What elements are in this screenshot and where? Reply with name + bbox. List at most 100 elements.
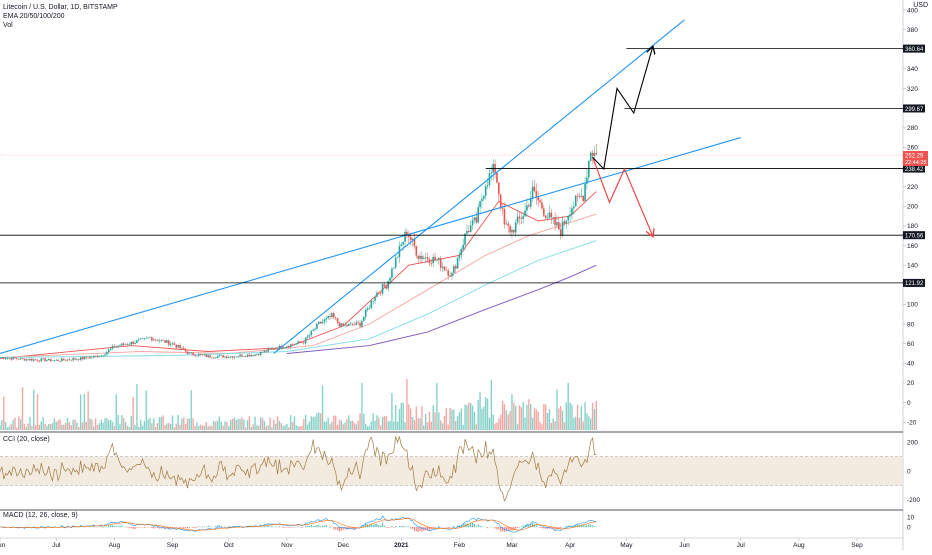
volume-bar bbox=[206, 422, 207, 430]
candle bbox=[584, 184, 586, 201]
volume-bar bbox=[329, 424, 330, 430]
time-tick-label: May bbox=[620, 542, 633, 549]
candle bbox=[273, 349, 275, 350]
volume-bar bbox=[314, 417, 315, 431]
volume-bar bbox=[230, 420, 231, 430]
macd-histogram-bar bbox=[125, 527, 126, 528]
volume-bar bbox=[22, 387, 23, 430]
volume-bar bbox=[93, 427, 94, 430]
candle bbox=[522, 216, 524, 219]
candle bbox=[87, 358, 89, 359]
volume-bar bbox=[521, 407, 522, 430]
candle bbox=[588, 161, 590, 178]
volume-bar bbox=[416, 407, 417, 430]
volume-bar bbox=[537, 412, 538, 430]
candle bbox=[140, 339, 142, 340]
candle bbox=[410, 237, 412, 240]
volume-bar bbox=[318, 412, 319, 430]
macd-histogram-bar bbox=[472, 523, 473, 527]
candle bbox=[39, 361, 41, 362]
volume-bar bbox=[502, 401, 503, 430]
time-tick-label: Apr bbox=[565, 542, 576, 549]
candle bbox=[104, 354, 106, 355]
candle bbox=[355, 322, 357, 325]
candle bbox=[117, 346, 119, 347]
time-tick-label: Nov bbox=[281, 542, 293, 549]
candle bbox=[192, 352, 194, 354]
volume-bar bbox=[213, 421, 214, 430]
time-tick-label: Sep bbox=[167, 542, 179, 549]
volume-bar bbox=[399, 409, 400, 430]
volume-bar bbox=[7, 428, 8, 430]
candle bbox=[230, 356, 232, 357]
ema-legend: EMA 20/50/100/200 bbox=[3, 12, 118, 21]
macd-histogram-bar bbox=[324, 525, 325, 527]
volume-bar bbox=[432, 405, 433, 430]
candle bbox=[417, 256, 419, 259]
candle bbox=[213, 358, 215, 359]
volume-bar bbox=[483, 407, 484, 430]
volume-bar bbox=[312, 417, 313, 430]
candle bbox=[52, 360, 54, 361]
price-tick-label: 320 bbox=[907, 86, 918, 93]
volume-bar bbox=[406, 379, 407, 430]
time-tick-label: Jul bbox=[737, 542, 746, 549]
lower-channel-trendline bbox=[0, 138, 741, 354]
candle bbox=[16, 358, 18, 359]
volume-bar bbox=[498, 418, 499, 430]
volume-bar bbox=[372, 413, 373, 430]
volume-bar bbox=[267, 425, 268, 430]
candle bbox=[151, 338, 153, 341]
volume-bar bbox=[479, 392, 480, 430]
macd-histogram-bar bbox=[196, 527, 197, 528]
symbol-title: Litecoin / U.S. Dollar, 1D, BITSTAMP bbox=[3, 3, 118, 12]
candle bbox=[470, 225, 472, 232]
macd-histogram-bar bbox=[449, 527, 450, 528]
volume-bar bbox=[436, 383, 437, 430]
volume-bar bbox=[324, 422, 325, 430]
level-tag-label: 299.67 bbox=[905, 107, 924, 113]
candle bbox=[110, 349, 112, 350]
time-tick-label: Dec bbox=[337, 542, 349, 549]
candle bbox=[371, 301, 373, 308]
candle bbox=[190, 352, 192, 353]
candle bbox=[33, 359, 35, 360]
volume-bar bbox=[389, 421, 390, 430]
macd-histogram-bar bbox=[198, 526, 199, 527]
candle bbox=[260, 352, 262, 355]
macd-histogram-bar bbox=[194, 527, 195, 528]
macd-histogram-bar bbox=[474, 524, 475, 527]
volume-bar bbox=[462, 425, 463, 430]
macd-histogram-bar bbox=[337, 527, 338, 530]
candle bbox=[264, 351, 266, 353]
candle bbox=[3, 357, 5, 359]
volume-bar bbox=[464, 404, 465, 430]
volume-bar bbox=[384, 416, 385, 430]
volume-bar bbox=[339, 420, 340, 430]
volume-bar bbox=[179, 425, 180, 430]
macd-histogram-bar bbox=[335, 527, 336, 529]
volume-bar bbox=[507, 414, 508, 430]
macd-histogram-bar bbox=[494, 527, 495, 529]
macd-histogram-bar bbox=[157, 527, 158, 528]
cci-tick-label: 200 bbox=[907, 440, 918, 447]
level-tag-label: 170.56 bbox=[905, 233, 924, 239]
macd-histogram-bar bbox=[584, 525, 585, 527]
candle bbox=[61, 358, 63, 361]
time-tick-label: Sep bbox=[851, 542, 863, 549]
volume-bar bbox=[74, 419, 75, 430]
volume-bar bbox=[378, 418, 379, 431]
candle bbox=[558, 222, 560, 229]
macd-histogram-bar bbox=[185, 527, 186, 528]
volume-bar bbox=[571, 405, 572, 430]
volume-bar bbox=[417, 418, 418, 430]
volume-bar bbox=[395, 405, 396, 430]
macd-histogram-bar bbox=[275, 526, 276, 527]
candle bbox=[340, 323, 342, 326]
macd-histogram-bar bbox=[215, 526, 216, 527]
candle bbox=[14, 357, 16, 358]
volume-bar bbox=[401, 403, 402, 430]
volume-bar bbox=[251, 427, 252, 430]
